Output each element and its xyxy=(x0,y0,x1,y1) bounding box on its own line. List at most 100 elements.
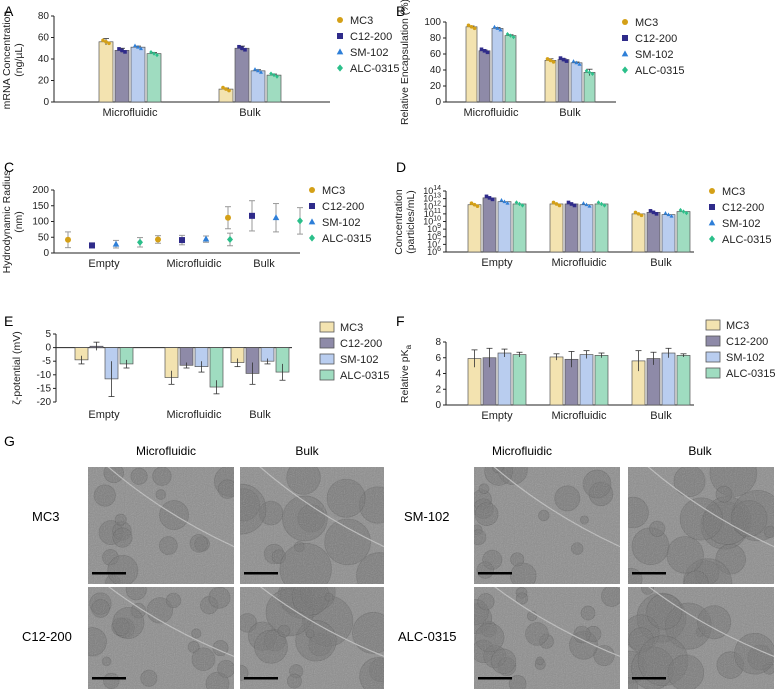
y-tick-label: 8 xyxy=(435,337,441,348)
chart-b-relative-encapsulation: 0 20 40 60 80 100 Relative Encapsulation (%) Mi… xyxy=(399,0,685,125)
point-mc3 xyxy=(472,202,477,207)
point-mc3 xyxy=(545,57,550,61)
point-alc-0315 xyxy=(681,209,686,214)
micrograph-noise xyxy=(240,467,384,584)
cryo-tem-micrograph xyxy=(88,467,234,584)
legend-c12-200-label: C12-200 xyxy=(722,202,764,214)
point-alc-0315 xyxy=(517,201,522,207)
y-axis-label: Relative pKa xyxy=(399,344,413,403)
bar-sm-102 xyxy=(491,28,504,103)
bar-sm-102 xyxy=(661,352,676,406)
panel-letter-f: F xyxy=(396,313,405,329)
point-sm-102 xyxy=(571,59,576,63)
y-tick-label: 0 xyxy=(45,343,51,354)
point-sm-102 xyxy=(308,218,316,225)
x-tick-label: Bulk xyxy=(650,257,672,269)
panel-letter-a: A xyxy=(4,3,14,19)
bar-alc-0315 xyxy=(583,72,596,103)
y-tick-label: -20 xyxy=(37,397,52,408)
point-alc-0315 xyxy=(602,203,607,208)
point-alc-0315 xyxy=(514,200,519,205)
point-mc3 xyxy=(469,25,474,29)
bar-alc-0315 xyxy=(594,203,609,253)
micrograph-noise xyxy=(474,587,620,689)
panel-letter-g: G xyxy=(4,433,15,449)
panel-letter-b: B xyxy=(396,3,405,19)
chart-a-mrna-concentration: 0 20 40 60 80 mRNA Concentration(ng/µL) Microf… xyxy=(1,11,400,119)
y-tick-label: -10 xyxy=(37,370,52,381)
y-tick-label: 0 xyxy=(435,97,441,108)
cryo-tem-micrograph xyxy=(88,587,234,689)
bar-alc-0315 xyxy=(676,211,691,253)
y-tick-label: 20 xyxy=(38,76,50,87)
y-tick-label: 150 xyxy=(32,201,49,212)
point-alc-0315 xyxy=(272,72,276,78)
bar-mc3 xyxy=(465,26,478,103)
micrograph-content xyxy=(628,467,774,584)
point-c12-200 xyxy=(651,210,656,215)
point-sm-102 xyxy=(621,50,629,57)
scale-bar xyxy=(92,572,126,575)
point-c12-200 xyxy=(337,33,343,39)
scale-bar xyxy=(632,572,666,575)
micrograph-row-label-c12-200: C12-200 xyxy=(22,629,72,644)
point-sm-102 xyxy=(666,212,671,217)
point-sm-102 xyxy=(256,68,260,73)
y-tick-label: 60 xyxy=(430,49,442,60)
x-tick-label: Empty xyxy=(88,258,120,270)
y-tick-label: 107 xyxy=(427,238,441,249)
micrograph-content xyxy=(88,467,234,584)
x-tick-label: Microfluidic xyxy=(551,410,607,422)
point-mc3 xyxy=(469,201,474,206)
point-mc3 xyxy=(475,204,480,209)
point-sm-102 xyxy=(505,201,510,205)
y-tick-label: 40 xyxy=(38,54,50,65)
legend-alc-0315-label: ALC-0315 xyxy=(340,370,390,382)
point-alc-0315 xyxy=(149,49,153,55)
point-mc3 xyxy=(101,38,105,43)
point-sm-102 xyxy=(202,235,210,242)
point-mc3 xyxy=(551,200,556,205)
micrograph-content xyxy=(88,587,234,689)
legend-alc-0315-swatch xyxy=(705,367,721,379)
point-c12-200 xyxy=(564,59,569,63)
point-mc3 xyxy=(554,202,559,206)
point-alc-0315 xyxy=(275,74,279,79)
scale-bar xyxy=(92,677,126,680)
x-tick-label: Empty xyxy=(481,410,513,422)
point-alc-0315 xyxy=(152,51,156,56)
y-tick-label: 100 xyxy=(424,17,441,28)
panel-letter-d: D xyxy=(396,159,406,175)
micrograph-noise xyxy=(474,467,620,584)
point-alc-0315 xyxy=(297,217,303,225)
micrograph-col-header-bulk-left: Bulk xyxy=(295,444,319,458)
point-mc3 xyxy=(225,214,231,221)
point-c12-200 xyxy=(117,47,121,51)
point-sm-102 xyxy=(272,214,280,221)
y-tick-label: 100 xyxy=(32,217,49,228)
legend-alc-0315-swatch xyxy=(319,369,335,381)
point-mc3 xyxy=(104,40,108,44)
point-alc-0315 xyxy=(587,70,592,75)
y-tick-label: -5 xyxy=(42,356,51,367)
bar-c12-200 xyxy=(646,212,661,253)
bar-mc3 xyxy=(544,60,557,103)
point-sm-102 xyxy=(502,199,507,204)
x-tick-label: Bulk xyxy=(249,409,271,421)
point-mc3 xyxy=(472,26,477,31)
micrograph-content xyxy=(474,467,620,584)
point-sm-102 xyxy=(574,60,579,65)
micrograph-col-header-microfluidic-left: Microfluidic xyxy=(136,444,196,458)
point-c12-200 xyxy=(566,200,571,205)
bar-mc3 xyxy=(467,204,482,253)
point-c12-200 xyxy=(484,194,489,199)
legend-sm-102-swatch xyxy=(319,353,335,365)
point-mc3 xyxy=(557,203,562,208)
legend-sm-102-label: SM-102 xyxy=(635,49,674,61)
cryo-tem-micrograph xyxy=(474,467,620,584)
cryo-tem-micrograph xyxy=(474,587,620,689)
y-tick-label: 200 xyxy=(32,185,49,196)
micrograph-noise xyxy=(240,587,384,689)
point-c12-200 xyxy=(569,202,574,206)
y-tick-label: 0 xyxy=(435,400,441,411)
